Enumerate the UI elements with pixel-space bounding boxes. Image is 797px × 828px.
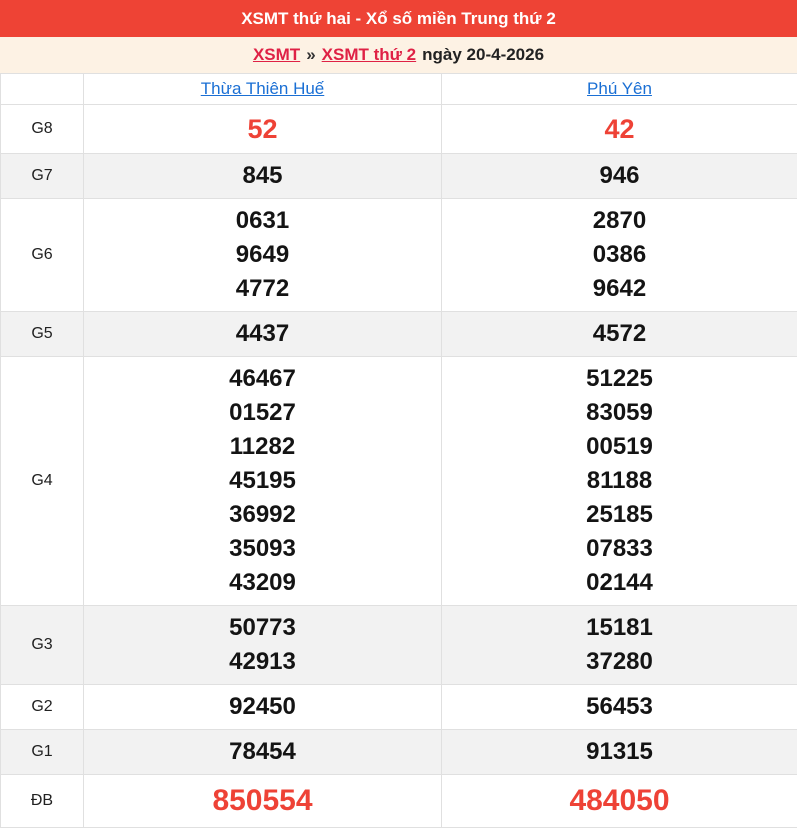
prize-label: G1 <box>1 730 84 775</box>
prize-values-cell: 92450 <box>84 685 442 730</box>
prize-number: 484050 <box>442 780 797 822</box>
prize-number: 2870 <box>442 204 797 238</box>
prize-number: 56453 <box>442 690 797 724</box>
prize-number: 4437 <box>84 317 441 351</box>
prize-number: 45195 <box>84 464 441 498</box>
prize-number: 52 <box>84 110 441 148</box>
prize-number: 78454 <box>84 735 441 769</box>
prize-number: 35093 <box>84 532 441 566</box>
prize-number: 850554 <box>84 780 441 822</box>
prize-values-cell: 4437 <box>84 312 442 357</box>
prize-number: 11282 <box>84 430 441 464</box>
prize-number: 02144 <box>442 566 797 600</box>
prize-values-cell: 484050 <box>442 775 797 828</box>
prize-number: 43209 <box>84 566 441 600</box>
prize-values-cell: 4572 <box>442 312 797 357</box>
breadcrumb-link-xsmt[interactable]: XSMT <box>253 45 300 65</box>
prize-label: G7 <box>1 154 84 199</box>
prize-number: 42913 <box>84 645 441 679</box>
prize-values-cell: 52 <box>84 105 442 154</box>
prize-values-cell: 850554 <box>84 775 442 828</box>
prize-number: 42 <box>442 110 797 148</box>
prize-label: G6 <box>1 199 84 312</box>
prize-number: 25185 <box>442 498 797 532</box>
prize-number: 46467 <box>84 362 441 396</box>
prize-label: G5 <box>1 312 84 357</box>
prize-number: 37280 <box>442 645 797 679</box>
prize-number: 07833 <box>442 532 797 566</box>
breadcrumb-date: ngày 20-4-2026 <box>422 45 544 65</box>
prize-values-cell: 78454 <box>84 730 442 775</box>
prize-number: 51225 <box>442 362 797 396</box>
prize-number: 92450 <box>84 690 441 724</box>
province-header-phu-yen: Phú Yên <box>442 74 797 105</box>
prize-number: 0631 <box>84 204 441 238</box>
prize-number: 845 <box>84 159 441 193</box>
prize-number: 946 <box>442 159 797 193</box>
prize-values-cell: 91315 <box>442 730 797 775</box>
prize-label: G3 <box>1 606 84 685</box>
prize-values-cell: 845 <box>84 154 442 199</box>
prize-values-cell: 56453 <box>442 685 797 730</box>
province-link-thua-thien-hue[interactable]: Thừa Thiên Huế <box>201 79 325 98</box>
prize-values-cell: 946 <box>442 154 797 199</box>
prize-label: G8 <box>1 105 84 154</box>
prize-number: 83059 <box>442 396 797 430</box>
prize-number: 81188 <box>442 464 797 498</box>
prize-label: G4 <box>1 357 84 606</box>
page-title: XSMT thứ hai - Xổ số miền Trung thứ 2 <box>0 0 797 37</box>
prize-label: G2 <box>1 685 84 730</box>
prize-number: 4772 <box>84 272 441 306</box>
prize-number: 36992 <box>84 498 441 532</box>
prize-number: 15181 <box>442 611 797 645</box>
prize-number: 00519 <box>442 430 797 464</box>
prize-label: ĐB <box>1 775 84 828</box>
province-link-phu-yen[interactable]: Phú Yên <box>587 79 652 98</box>
prize-number: 50773 <box>84 611 441 645</box>
prize-number: 9642 <box>442 272 797 306</box>
prize-values-cell: 42 <box>442 105 797 154</box>
prize-number: 0386 <box>442 238 797 272</box>
prize-number: 01527 <box>84 396 441 430</box>
breadcrumb-separator: » <box>306 45 315 65</box>
prize-column-header <box>1 74 84 105</box>
prize-number: 4572 <box>442 317 797 351</box>
prize-number: 91315 <box>442 735 797 769</box>
breadcrumb-link-xsmt-thu2[interactable]: XSMT thứ 2 <box>322 45 416 65</box>
province-header-row: Thừa Thiên Huế Phú Yên <box>1 74 797 105</box>
province-header-hue: Thừa Thiên Huế <box>84 74 442 105</box>
breadcrumb: XSMT » XSMT thứ 2 ngày 20-4-2026 <box>0 37 797 73</box>
prize-number: 9649 <box>84 238 441 272</box>
page-title-text: XSMT thứ hai - Xổ số miền Trung thứ 2 <box>241 9 556 29</box>
